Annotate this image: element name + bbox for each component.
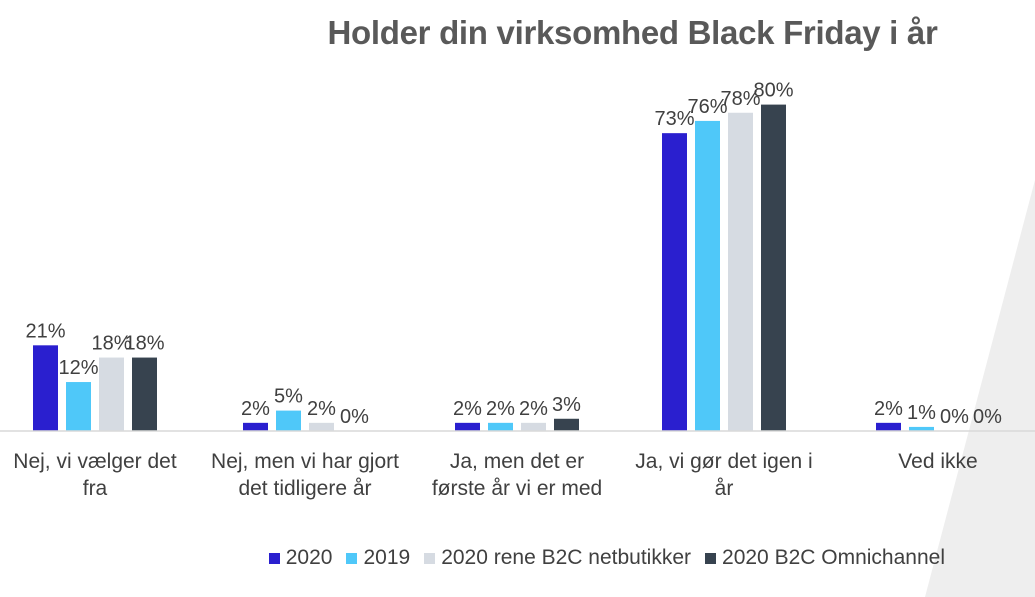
bar-3-2 [309, 422, 334, 431]
bar-4-1 [132, 357, 157, 431]
bar-3-1 [99, 357, 124, 431]
legend-label-1: 2020 [285, 546, 333, 569]
category-label-3-line-2: første år vi er med [432, 477, 602, 500]
legend-label-4: 2020 B2C Omnichannel [722, 546, 945, 569]
legend-swatch-4 [705, 552, 717, 564]
category-label-1-line-2: fra [83, 477, 108, 500]
value-label-4-5: 0% [973, 406, 1002, 428]
bar-3-4 [728, 112, 753, 431]
bar-2-2 [276, 410, 301, 431]
category-label-4-line-2: år [715, 477, 734, 500]
bar-1-5 [876, 422, 901, 431]
value-label-4-1: 18% [124, 333, 164, 355]
value-label-2-1: 12% [58, 357, 98, 379]
bar-4-3 [554, 418, 579, 431]
bar-2-4 [695, 120, 720, 432]
background-diagonal-shape [925, 180, 1035, 597]
legend-item-2: 2019 [346, 546, 410, 570]
value-label-3-5: 0% [940, 406, 969, 428]
value-label-3-4: 78% [720, 88, 760, 110]
value-label-4-4: 80% [753, 80, 793, 102]
bar-1-3 [455, 422, 480, 431]
bar-2-5 [909, 426, 934, 431]
legend-label-2: 2019 [363, 546, 411, 569]
chart-title: Holder din virksomhed Black Friday i år [327, 14, 938, 51]
bars-group [33, 104, 934, 432]
bar-1-4 [662, 133, 687, 431]
category-label-2-line-1: Nej, men vi har gjort [211, 450, 399, 473]
value-label-4-3: 3% [552, 394, 581, 416]
bar-4-4 [761, 104, 786, 431]
legend-swatch-2 [346, 552, 358, 564]
value-label-3-3: 2% [519, 398, 548, 420]
value-label-1-5: 2% [874, 398, 903, 420]
value-label-1-4: 73% [654, 108, 694, 130]
bar-1-2 [243, 422, 268, 431]
legend-item-1: 2020 [268, 546, 333, 570]
value-labels-group: 21%12%18%18%2%5%2% 0% 2% 2% 2% 3%73%76%78%80%… [25, 80, 1002, 428]
value-label-3-2: 2% [307, 398, 336, 420]
legend-swatch-1 [268, 552, 280, 564]
legend: 2020 2019 2020 rene B2C netbutikker 2020 B2… [0, 546, 1035, 570]
value-label-1-1: 21% [25, 320, 65, 342]
bar-2-1 [66, 382, 91, 431]
category-label-3-line-1: Ja, men det er [450, 450, 584, 473]
category-label-2-line-2: det tidligere år [238, 477, 371, 500]
bar-3-3 [521, 422, 546, 431]
value-label-2-5: 1% [907, 402, 936, 424]
legend-label-3: 2020 rene B2C netbutikker [441, 546, 692, 569]
legend-item-4: 2020 B2C Omnichannel [705, 546, 945, 570]
value-label-1-3: 2% [453, 398, 482, 420]
category-labels-group: Nej, vi vælger det fra Nej, men vi har gjo… [13, 450, 977, 500]
category-label-4-line-1: Ja, vi gør det igen i [635, 450, 812, 473]
value-label-4-2: 0% [340, 406, 369, 428]
legend-swatch-3 [424, 552, 436, 564]
bar-2-3 [488, 422, 513, 431]
value-label-2-4: 76% [687, 96, 727, 118]
bar-1-1 [33, 345, 58, 431]
legend-item-3: 2020 rene B2C netbutikker [424, 546, 691, 570]
value-label-2-3: 2% [486, 398, 515, 420]
value-label-1-2: 2% [241, 398, 270, 420]
category-label-1-line-1: Nej, vi vælger det [13, 450, 177, 473]
value-label-3-1: 18% [91, 333, 131, 355]
category-label-5-line-1: Ved ikke [898, 450, 977, 473]
value-label-2-2: 5% [274, 386, 303, 408]
